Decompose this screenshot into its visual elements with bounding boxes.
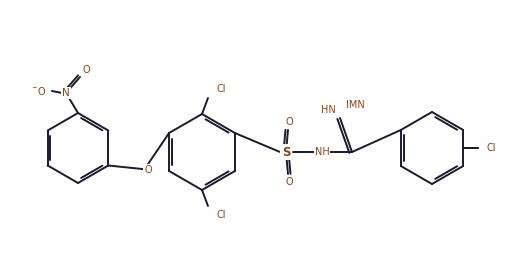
Text: Cl: Cl	[486, 143, 495, 153]
Text: O: O	[285, 117, 293, 127]
Text: N: N	[62, 88, 70, 98]
Text: O: O	[82, 65, 90, 75]
Text: IMN: IMN	[346, 100, 365, 110]
Text: $^{-}$O: $^{-}$O	[31, 85, 46, 97]
Text: O: O	[285, 177, 293, 187]
Text: Cl: Cl	[216, 210, 226, 220]
Text: $^{+}$: $^{+}$	[71, 79, 77, 85]
Text: NH: NH	[315, 147, 329, 157]
Text: HN: HN	[321, 105, 336, 115]
Text: Cl: Cl	[216, 84, 226, 94]
Text: S: S	[282, 146, 290, 159]
Text: O: O	[144, 165, 152, 175]
